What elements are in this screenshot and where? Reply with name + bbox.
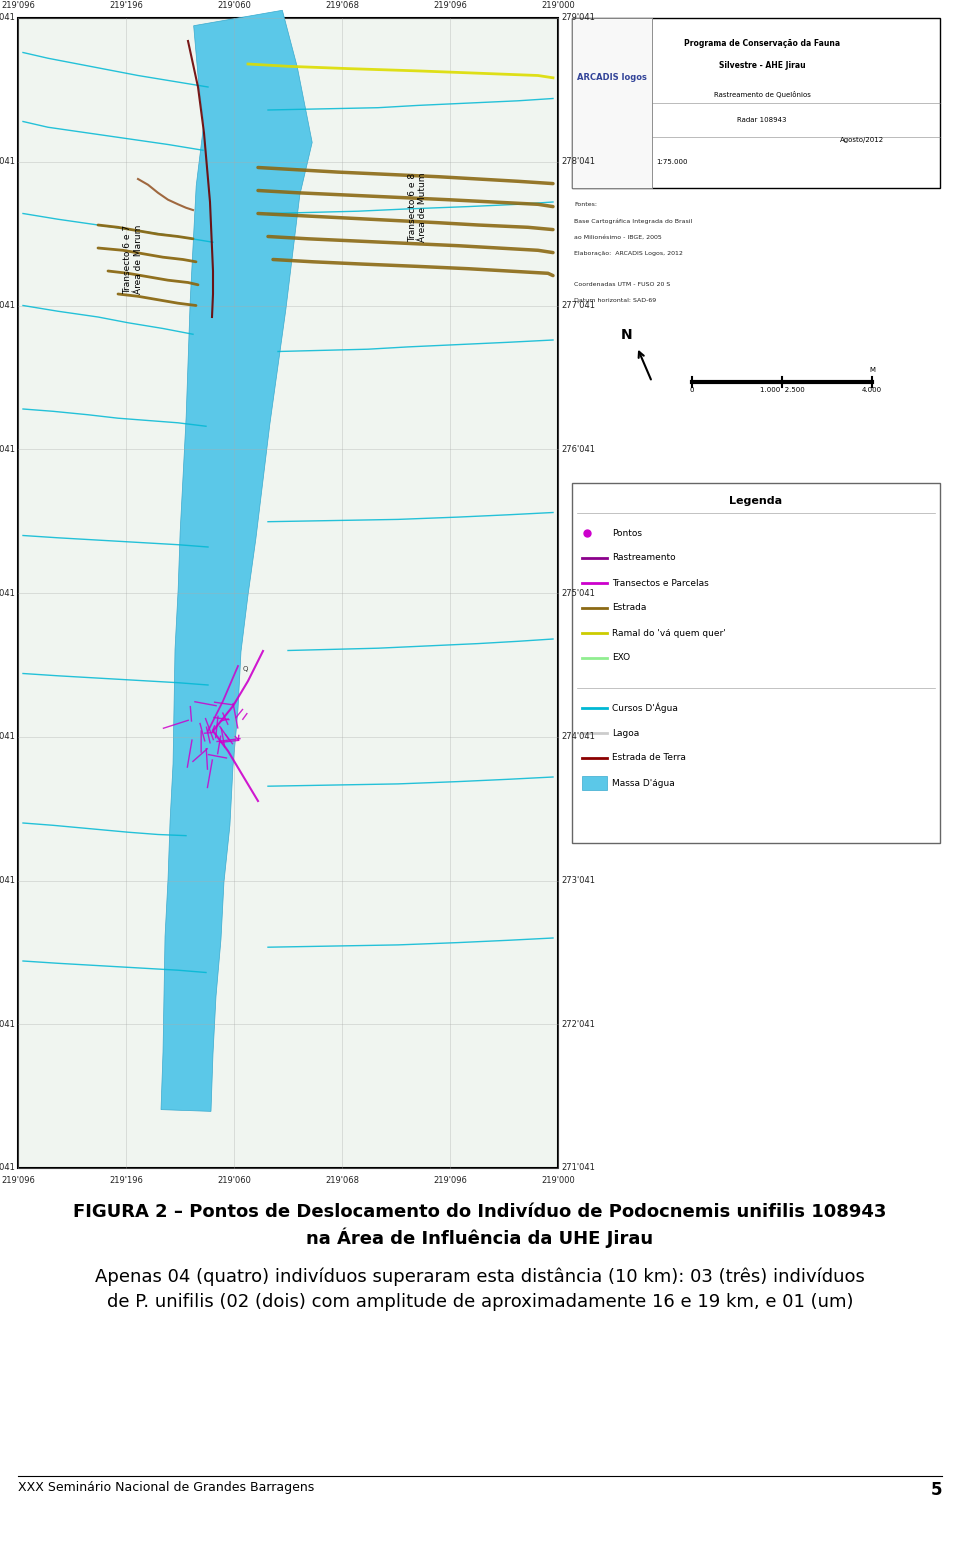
Text: 219'196: 219'196 [109,2,143,9]
Text: Coordenadas UTM - FUSO 20 S: Coordenadas UTM - FUSO 20 S [574,282,670,287]
Text: Lagoa: Lagoa [612,729,639,737]
Text: Ramal do 'vá quem quer': Ramal do 'vá quem quer' [612,628,726,637]
Bar [572,318,940,478]
Text: 276'041: 276'041 [0,445,15,454]
Text: 279'041: 279'041 [561,14,595,23]
Bar [572,19,652,188]
Bar [18,19,558,1168]
Text: Datum horizontal: SAD-69: Datum horizontal: SAD-69 [574,298,657,304]
Text: de P. unifilis (02 (dois) com amplitude de aproximadamente 16 e 19 km, e 01 (um): de P. unifilis (02 (dois) com amplitude … [107,1294,853,1311]
Text: ARCADIS logos: ARCADIS logos [577,73,647,82]
Text: XXX Seminário Nacional de Grandes Barragens: XXX Seminário Nacional de Grandes Barrag… [18,1481,314,1494]
Text: 279'041: 279'041 [0,14,15,23]
Polygon shape [161,11,312,1112]
Text: 219'196: 219'196 [109,1176,143,1185]
Text: 219'096: 219'096 [1,2,35,9]
Bar [572,192,940,313]
Text: 277'041: 277'041 [0,301,15,310]
Text: 274'041: 274'041 [561,732,595,741]
Text: 219'000: 219'000 [541,1176,575,1185]
Text: 275'041: 275'041 [561,588,595,597]
Text: Fontes:: Fontes: [574,203,597,208]
Bar [582,776,607,789]
Text: 273'041: 273'041 [561,876,595,886]
Text: 271'041: 271'041 [561,1163,595,1173]
Text: 276'041: 276'041 [561,445,595,454]
Text: 273'041: 273'041 [0,876,15,886]
Text: na Área de Influência da UHE Jirau: na Área de Influência da UHE Jirau [306,1228,654,1249]
Text: 1.000  2.500: 1.000 2.500 [759,388,804,392]
Text: N: N [621,327,633,343]
Text: 219'068: 219'068 [325,2,359,9]
Text: 219'096: 219'096 [433,1176,467,1185]
Text: 275'041: 275'041 [0,588,15,597]
Text: Agosto/2012: Agosto/2012 [840,138,884,143]
Text: Transecto 6 e 8
Área de Mutum: Transecto 6 e 8 Área de Mutum [408,174,427,242]
Text: Massa D'água: Massa D'água [612,779,675,788]
Text: 1:75.000: 1:75.000 [657,160,687,166]
Bar [572,482,940,844]
Text: ao Milionésimo - IBGE, 2005: ao Milionésimo - IBGE, 2005 [574,234,661,239]
Text: 219'060: 219'060 [217,2,251,9]
Text: 272'041: 272'041 [0,1019,15,1028]
Bar [572,19,940,188]
Text: 272'041: 272'041 [561,1019,595,1028]
Text: FIGURA 2 – Pontos de Deslocamento do Indivíduo de Podocnemis unifilis 108943: FIGURA 2 – Pontos de Deslocamento do Ind… [73,1204,887,1221]
Text: Legenda: Legenda [730,496,782,506]
Text: Transectos e Parcelas: Transectos e Parcelas [612,579,708,588]
Text: Estrada de Terra: Estrada de Terra [612,754,685,763]
Text: 4.000: 4.000 [862,388,882,392]
Text: Pontos: Pontos [612,529,642,538]
Text: Rastreamento: Rastreamento [612,554,676,563]
Text: EXO: EXO [612,653,630,662]
Text: 219'068: 219'068 [325,1176,359,1185]
Text: 219'000: 219'000 [541,2,575,9]
Text: Silvestre - AHE Jirau: Silvestre - AHE Jirau [719,60,805,70]
Text: 271'041: 271'041 [0,1163,15,1173]
Text: Base Cartográfica Integrada do Brasil: Base Cartográfica Integrada do Brasil [574,219,692,223]
Text: 219'060: 219'060 [217,1176,251,1185]
Text: 219'096: 219'096 [433,2,467,9]
Text: 0: 0 [689,388,694,392]
Text: Cursos D'Água: Cursos D'Água [612,703,678,713]
Text: 278'041: 278'041 [561,157,595,166]
Text: Q: Q [243,665,249,672]
Text: Programa de Conservação da Fauna: Programa de Conservação da Fauna [684,39,840,48]
Text: 274'041: 274'041 [0,732,15,741]
Text: Rastreamento de Quelônios: Rastreamento de Quelônios [713,92,810,98]
Text: 277'041: 277'041 [561,301,595,310]
Text: Transecto 6 e 7
Área de Marum: Transecto 6 e 7 Área de Marum [123,225,143,295]
Text: Apenas 04 (quatro) indivíduos superaram esta distância (10 km): 03 (três) indiví: Apenas 04 (quatro) indivíduos superaram … [95,1269,865,1286]
Text: 278'041: 278'041 [0,157,15,166]
Text: 5: 5 [930,1481,942,1498]
Text: M: M [869,368,875,372]
Text: 219'096: 219'096 [1,1176,35,1185]
Text: Estrada: Estrada [612,603,646,613]
Text: Radar 108943: Radar 108943 [737,116,787,123]
Text: Elaboração:  ARCADIS Logos, 2012: Elaboração: ARCADIS Logos, 2012 [574,251,683,256]
